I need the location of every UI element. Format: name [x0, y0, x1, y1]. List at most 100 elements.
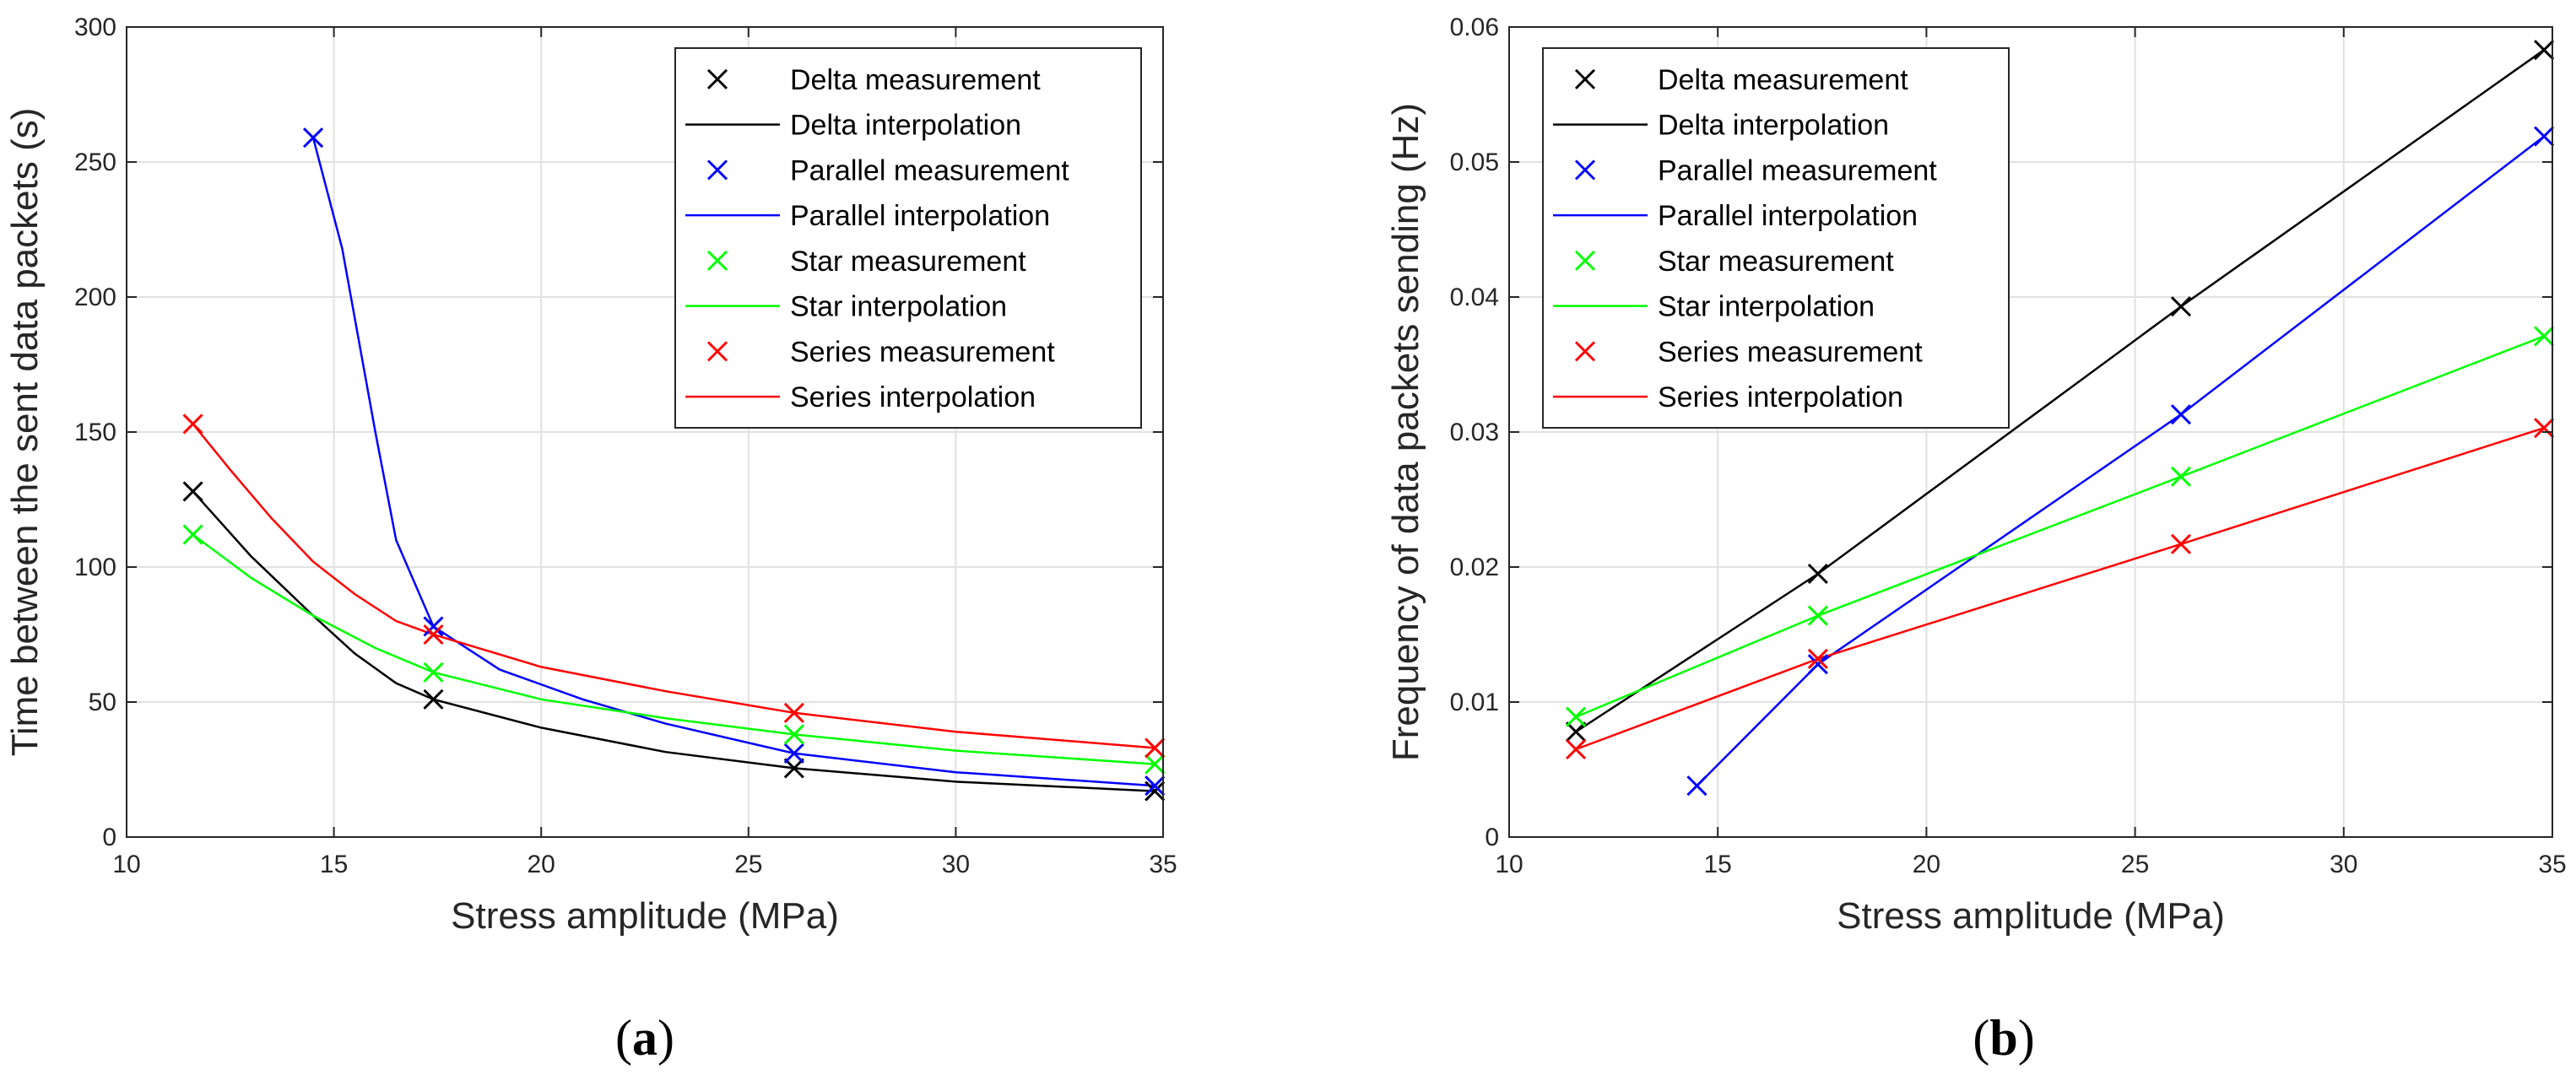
data-point-delta-measurement	[1566, 721, 1587, 743]
y-tick-label: 0	[1485, 824, 1499, 851]
legend-item: Delta interpolation	[1553, 110, 1889, 142]
legend-label: Series interpolation	[1658, 381, 1903, 413]
y-axis-label: Time between the sent data packets (s)	[4, 108, 46, 757]
legend-label: Parallel measurement	[1658, 154, 1937, 186]
legend-label: Star measurement	[790, 246, 1026, 278]
chart-b: 10 15 20 25 30 35 0 0.01 0.02 0.03 0.04 0.05 0.06 Str…	[1385, 14, 2567, 1066]
y-tick-label: 0.06	[1450, 14, 1499, 41]
y-tick-label: 0.04	[1450, 284, 1499, 311]
legend-label: Series interpolation	[790, 381, 1036, 413]
y-tick-label: 0.01	[1450, 689, 1499, 716]
data-point-delta-measurement	[1807, 563, 1828, 585]
data-point-parallel-measurement	[423, 616, 444, 637]
y-tick-label: 250	[74, 149, 116, 176]
legend-item: Delta measurement	[706, 64, 1041, 96]
chart-a: 10 15 20 25 30 35 0 50 100 150 200 250 300 Stress amp…	[4, 14, 1177, 1066]
legend-marker	[1574, 68, 1596, 89]
y-tick-label: 300	[74, 14, 116, 41]
x-tick-label: 30	[942, 851, 970, 878]
x-tick-label: 35	[1149, 851, 1177, 878]
data-point-parallel-measurement	[1807, 654, 1828, 675]
data-point-delta-measurement	[182, 481, 203, 502]
caption-open: (	[1973, 1010, 1989, 1066]
legend-marker	[1574, 159, 1596, 181]
data-point-parallel-measurement	[302, 127, 324, 149]
legend-marker	[706, 159, 728, 181]
legend-item: Parallel measurement	[1574, 154, 1937, 186]
panel-caption: (b)	[1973, 1010, 2034, 1066]
legend-label: Delta measurement	[1658, 64, 1908, 96]
legend: Delta measurement Delta interpolation Para…	[1542, 47, 2010, 429]
data-point-delta-measurement	[1145, 781, 1166, 802]
legend-label: Delta interpolation	[790, 110, 1021, 142]
data-point-series-measurement	[1807, 648, 1828, 669]
x-tick-label: 10	[112, 851, 140, 878]
legend-item: Parallel measurement	[706, 154, 1069, 186]
data-point-parallel-measurement	[2534, 126, 2555, 147]
legend-marker	[706, 68, 728, 89]
y-tick-label: 0	[102, 824, 116, 851]
caption-close: )	[658, 1010, 674, 1066]
legend-label: Parallel interpolation	[1658, 200, 1918, 232]
x-tick-label: 20	[1913, 851, 1940, 878]
y-tick-label: 0.03	[1450, 419, 1499, 446]
y-axis-label: Frequency of data packets sending (Hz)	[1385, 103, 1426, 761]
data-point-star-measurement	[2170, 466, 2192, 487]
data-point-series-measurement	[423, 624, 444, 646]
data-point-series-measurement	[2170, 533, 2192, 554]
legend-item: Series interpolation	[1553, 381, 1903, 413]
data-point-delta-measurement	[2534, 40, 2555, 61]
legend-item: Parallel interpolation	[685, 200, 1050, 232]
data-point-star-measurement	[423, 662, 444, 683]
legend-label: Star interpolation	[1658, 291, 1875, 323]
legend-item: Series measurement	[1574, 336, 1923, 368]
legend-item: Series measurement	[706, 336, 1055, 368]
legend-item: Delta interpolation	[685, 110, 1021, 142]
x-tick-label: 20	[528, 851, 555, 878]
legend-label: Series measurement	[790, 336, 1055, 368]
legend-marker	[706, 250, 728, 271]
data-point-series-measurement	[182, 413, 203, 435]
caption-letter: b	[1989, 1010, 2017, 1066]
legend-label: Star interpolation	[790, 291, 1007, 323]
legend-item: Series interpolation	[685, 381, 1036, 413]
series-line-star-interpolation	[192, 533, 1155, 765]
caption-open: (	[615, 1010, 632, 1066]
series-line-series-interpolation	[1575, 427, 2545, 751]
legend-box	[1542, 47, 2010, 429]
data-point-series-measurement	[2534, 418, 2555, 439]
data-point-star-measurement	[1807, 605, 1828, 626]
x-tick-label: 35	[2538, 851, 2566, 878]
legend-label: Series measurement	[1658, 336, 1923, 368]
data-point-delta-measurement	[2170, 296, 2192, 317]
legend-marker	[706, 341, 728, 362]
x-tick-label: 10	[1495, 851, 1523, 878]
y-tick-label: 0.02	[1450, 554, 1499, 581]
y-tick-label: 100	[74, 554, 116, 581]
legend-item: Delta measurement	[1574, 64, 1908, 96]
data-point-star-measurement	[182, 524, 203, 545]
legend: Delta measurement Delta interpolation Para…	[674, 47, 1142, 429]
data-point-delta-measurement	[783, 758, 804, 779]
legend-item: Star measurement	[1574, 246, 1894, 278]
data-point-star-measurement	[2534, 326, 2555, 347]
legend-marker	[1574, 250, 1596, 271]
legend-item: Star interpolation	[1553, 291, 1875, 323]
y-tick-label: 0.05	[1450, 149, 1499, 176]
data-point-parallel-measurement	[2170, 404, 2192, 425]
data-point-star-measurement	[783, 724, 804, 745]
series-line-parallel-interpolation	[1696, 135, 2545, 787]
legend-label: Star measurement	[1658, 246, 1894, 278]
legend-item: Star measurement	[706, 246, 1026, 278]
data-point-delta-measurement	[423, 689, 444, 710]
legend-label: Delta interpolation	[1658, 110, 1889, 142]
caption-letter: a	[632, 1010, 658, 1066]
data-point-series-measurement	[1566, 738, 1587, 760]
legend-item: Star interpolation	[685, 291, 1007, 323]
x-tick-label: 15	[320, 851, 348, 878]
legend-box	[674, 47, 1142, 429]
x-tick-label: 15	[1704, 851, 1732, 878]
data-point-parallel-measurement	[1145, 775, 1166, 797]
series-line-star-interpolation	[1575, 335, 2545, 718]
